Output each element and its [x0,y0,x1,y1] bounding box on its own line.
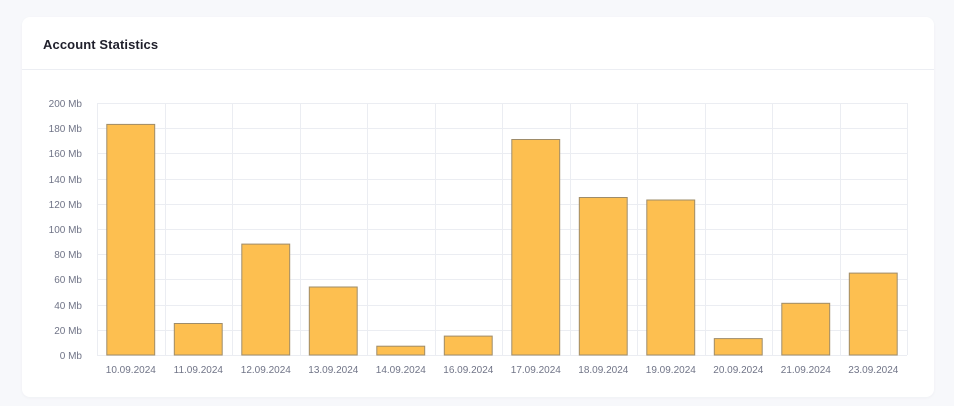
x-tick-label: 14.09.2024 [376,365,426,376]
bars [106,123,898,356]
bar-14.09.2024[interactable] [376,345,426,356]
account-statistics-card: Account Statistics 0 Mb 20 Mb 40 Mb 60 Mb 80… [22,17,934,397]
x-tick-label: 16.09.2024 [443,365,493,376]
bar-19.09.2024[interactable] [646,199,696,356]
y-tick-label: 80 Mb [54,250,82,261]
x-tick-label: 18.09.2024 [578,365,628,376]
y-tick-label: 180 Mb [49,124,83,135]
x-tick-label: 19.09.2024 [646,365,696,376]
bar-12.09.2024[interactable] [241,243,291,356]
x-tick-label: 11.09.2024 [174,365,224,376]
bar-17.09.2024[interactable] [511,139,561,356]
x-tick-label: 23.09.2024 [848,365,898,376]
bar-18.09.2024[interactable] [578,197,628,356]
x-axis-tick-labels: 10.09.2024 11.09.2024 12.09.2024 13.09.2024… [106,365,899,376]
x-tick-label: 21.09.2024 [781,365,831,376]
bar-13.09.2024[interactable] [308,286,358,356]
y-tick-label: 40 Mb [54,301,82,312]
y-tick-label: 0 Mb [60,351,83,362]
x-tick-label: 13.09.2024 [308,365,358,376]
y-tick-label: 160 Mb [49,149,83,160]
grid-lines [97,103,908,356]
y-tick-label: 100 Mb [49,225,83,236]
y-axis-tick-labels: 0 Mb 20 Mb 40 Mb 60 Mb 80 Mb 100 Mb 120 Mb 140 … [49,99,83,362]
bar-10.09.2024[interactable] [106,123,156,356]
y-tick-label: 20 Mb [54,326,82,337]
x-tick-label: 17.09.2024 [511,365,561,376]
y-tick-label: 60 Mb [54,275,82,286]
bar-chart: 0 Mb 20 Mb 40 Mb 60 Mb 80 Mb 100 Mb 120 Mb 140 … [49,99,908,376]
bar-21.09.2024[interactable] [781,302,831,356]
x-tick-label: 12.09.2024 [241,365,291,376]
bar-23.09.2024[interactable] [848,272,898,356]
y-tick-label: 120 Mb [49,200,83,211]
bar-20.09.2024[interactable] [713,338,763,356]
card-header: Account Statistics [22,17,934,70]
bar-16.09.2024[interactable] [443,335,493,356]
y-tick-label: 200 Mb [49,99,83,110]
x-tick-label: 20.09.2024 [713,365,763,376]
card-title: Account Statistics [43,37,159,52]
x-tick-label: 10.09.2024 [106,365,156,376]
bar-11.09.2024[interactable] [173,323,223,356]
y-tick-label: 140 Mb [49,175,83,186]
